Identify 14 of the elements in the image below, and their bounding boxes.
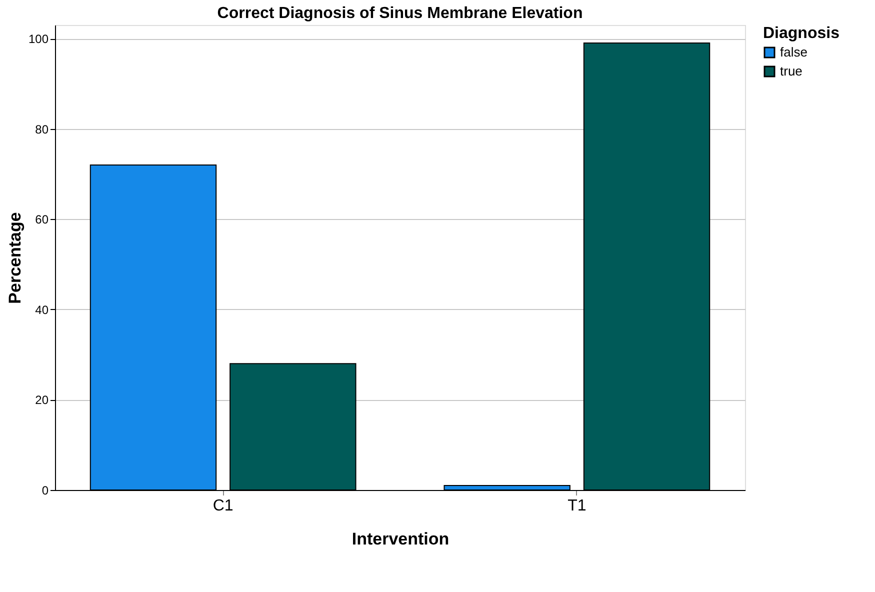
- x-tick-label: C1: [212, 498, 234, 514]
- y-tick-label: 20: [35, 393, 49, 408]
- y-tick-label: 60: [35, 212, 49, 227]
- y-tick-label: 80: [35, 122, 49, 136]
- y-tick-label: 0: [42, 484, 49, 498]
- legend-label: false: [780, 44, 808, 60]
- y-tick-label: 100: [28, 32, 49, 46]
- x-tick-label: T1: [568, 498, 586, 514]
- legend-label: true: [780, 64, 802, 78]
- y-axis-title: Percentage: [5, 212, 24, 304]
- x-axis-title: Intervention: [352, 530, 450, 548]
- y-tick-label: 40: [35, 302, 49, 317]
- legend-title: Diagnosis: [763, 25, 840, 42]
- chart-title: Correct Diagnosis of Sinus Membrane Elevation: [217, 5, 583, 22]
